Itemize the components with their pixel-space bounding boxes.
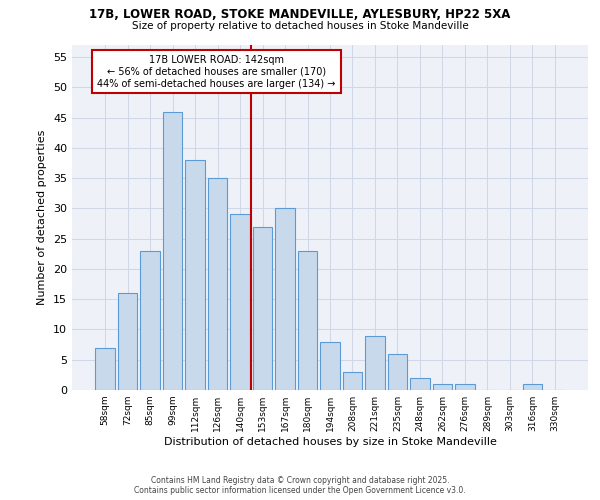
Text: 17B, LOWER ROAD, STOKE MANDEVILLE, AYLESBURY, HP22 5XA: 17B, LOWER ROAD, STOKE MANDEVILLE, AYLES… xyxy=(89,8,511,20)
Bar xyxy=(185,160,205,390)
Bar xyxy=(208,178,227,390)
Bar xyxy=(275,208,295,390)
Bar xyxy=(118,293,137,390)
Bar xyxy=(95,348,115,390)
Bar xyxy=(140,251,160,390)
Bar xyxy=(230,214,250,390)
Bar xyxy=(163,112,182,390)
Bar xyxy=(298,251,317,390)
Bar xyxy=(433,384,452,390)
Bar xyxy=(455,384,475,390)
Y-axis label: Number of detached properties: Number of detached properties xyxy=(37,130,47,305)
Bar xyxy=(523,384,542,390)
Bar xyxy=(365,336,385,390)
Bar xyxy=(410,378,430,390)
Text: Size of property relative to detached houses in Stoke Mandeville: Size of property relative to detached ho… xyxy=(131,21,469,31)
Bar xyxy=(343,372,362,390)
Bar xyxy=(253,226,272,390)
X-axis label: Distribution of detached houses by size in Stoke Mandeville: Distribution of detached houses by size … xyxy=(164,437,496,447)
Bar xyxy=(388,354,407,390)
Bar xyxy=(320,342,340,390)
Text: 17B LOWER ROAD: 142sqm
← 56% of detached houses are smaller (170)
44% of semi-de: 17B LOWER ROAD: 142sqm ← 56% of detached… xyxy=(97,56,335,88)
Text: Contains HM Land Registry data © Crown copyright and database right 2025.
Contai: Contains HM Land Registry data © Crown c… xyxy=(134,476,466,495)
